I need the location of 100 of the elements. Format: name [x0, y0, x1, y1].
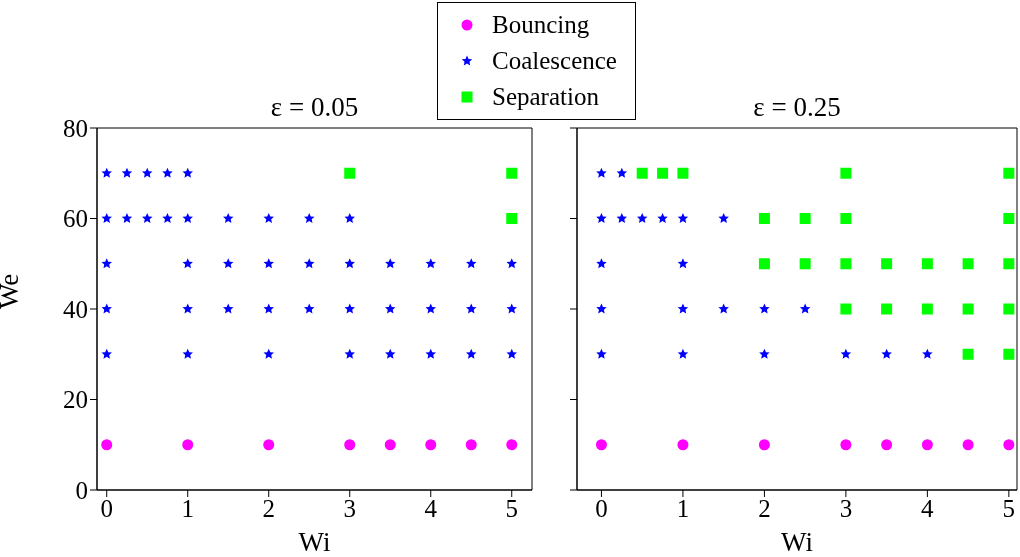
point: [344, 439, 356, 451]
point: [182, 348, 193, 359]
point: [596, 303, 607, 314]
point: [840, 348, 852, 359]
point: [385, 303, 396, 314]
point: [922, 348, 933, 359]
point: [344, 303, 355, 314]
y-tick-label: 0: [75, 476, 88, 504]
chart-title: ε = 0.05: [270, 92, 359, 122]
x-tick-label: 3: [343, 494, 356, 522]
point: [263, 303, 274, 314]
point: [758, 439, 770, 451]
point: [1003, 439, 1015, 451]
y-tick-label: 80: [63, 114, 88, 142]
y-tick-label: 20: [63, 386, 88, 414]
point: [758, 213, 770, 224]
point: [162, 213, 173, 223]
point: [759, 303, 770, 314]
point: [425, 258, 436, 269]
x-tick-label: 4: [424, 494, 438, 522]
point: [101, 167, 112, 178]
point: [1003, 348, 1015, 360]
point: [182, 439, 194, 451]
point: [799, 258, 811, 270]
point: [595, 439, 607, 451]
point: [101, 213, 112, 223]
point: [385, 348, 396, 359]
point: [799, 213, 811, 224]
point: [636, 167, 648, 179]
point: [718, 213, 729, 223]
point: [840, 167, 852, 179]
x-tick-label: 2: [262, 494, 275, 522]
point: [182, 213, 193, 223]
point: [182, 303, 193, 314]
x-tick-label: 2: [758, 494, 771, 522]
point: [182, 167, 193, 178]
point: [921, 439, 933, 451]
point: [465, 439, 477, 451]
point: [1003, 167, 1015, 179]
point: [223, 258, 234, 269]
point: [921, 303, 933, 315]
point: [677, 258, 689, 269]
point: [616, 167, 628, 178]
point: [759, 348, 770, 359]
point: [677, 303, 689, 314]
point: [344, 167, 356, 179]
point: [677, 439, 689, 451]
point: [304, 213, 315, 223]
point: [840, 258, 852, 270]
point: [881, 439, 893, 451]
point: [344, 258, 355, 269]
point: [162, 167, 173, 178]
x-tick-label: 0: [595, 494, 608, 522]
point: [881, 258, 893, 270]
point: [506, 439, 518, 451]
point: [657, 167, 669, 179]
point: [263, 348, 274, 359]
legend-label: Bouncing: [492, 11, 590, 39]
point: [344, 348, 355, 359]
point: [596, 213, 607, 223]
point: [596, 348, 607, 359]
point: [466, 258, 477, 269]
y-tick-label: 60: [63, 205, 88, 233]
point: [677, 167, 689, 179]
point: [506, 348, 517, 359]
point: [304, 258, 315, 269]
point: [1003, 258, 1015, 270]
x-tick-label: 4: [921, 494, 935, 522]
point: [425, 439, 437, 451]
point: [141, 213, 153, 223]
chart-title: ε = 0.25: [753, 92, 841, 122]
point: [223, 213, 234, 223]
point: [962, 303, 974, 315]
x-tick-label: 0: [100, 494, 113, 522]
point: [263, 213, 274, 223]
point: [1003, 213, 1015, 224]
point: [962, 258, 974, 270]
x-tick-label: 1: [676, 494, 690, 522]
point: [881, 348, 892, 359]
point: [677, 213, 689, 223]
x-axis-title: Wi: [781, 527, 813, 557]
point: [385, 258, 396, 269]
point: [101, 303, 112, 314]
legend-label: Separation: [492, 83, 599, 111]
point: [840, 303, 852, 315]
point: [881, 303, 893, 315]
point: [384, 439, 396, 451]
point: [677, 348, 689, 359]
point: [840, 213, 852, 224]
point: [344, 213, 355, 223]
point: [101, 258, 112, 269]
point: [425, 303, 436, 314]
point: [466, 348, 477, 359]
legend-label: Coalescence: [492, 47, 617, 75]
point: [799, 303, 811, 314]
point: [141, 167, 153, 178]
x-tick-label: 5: [505, 494, 518, 522]
point: [304, 303, 315, 314]
point: [718, 303, 729, 314]
point: [596, 258, 607, 269]
